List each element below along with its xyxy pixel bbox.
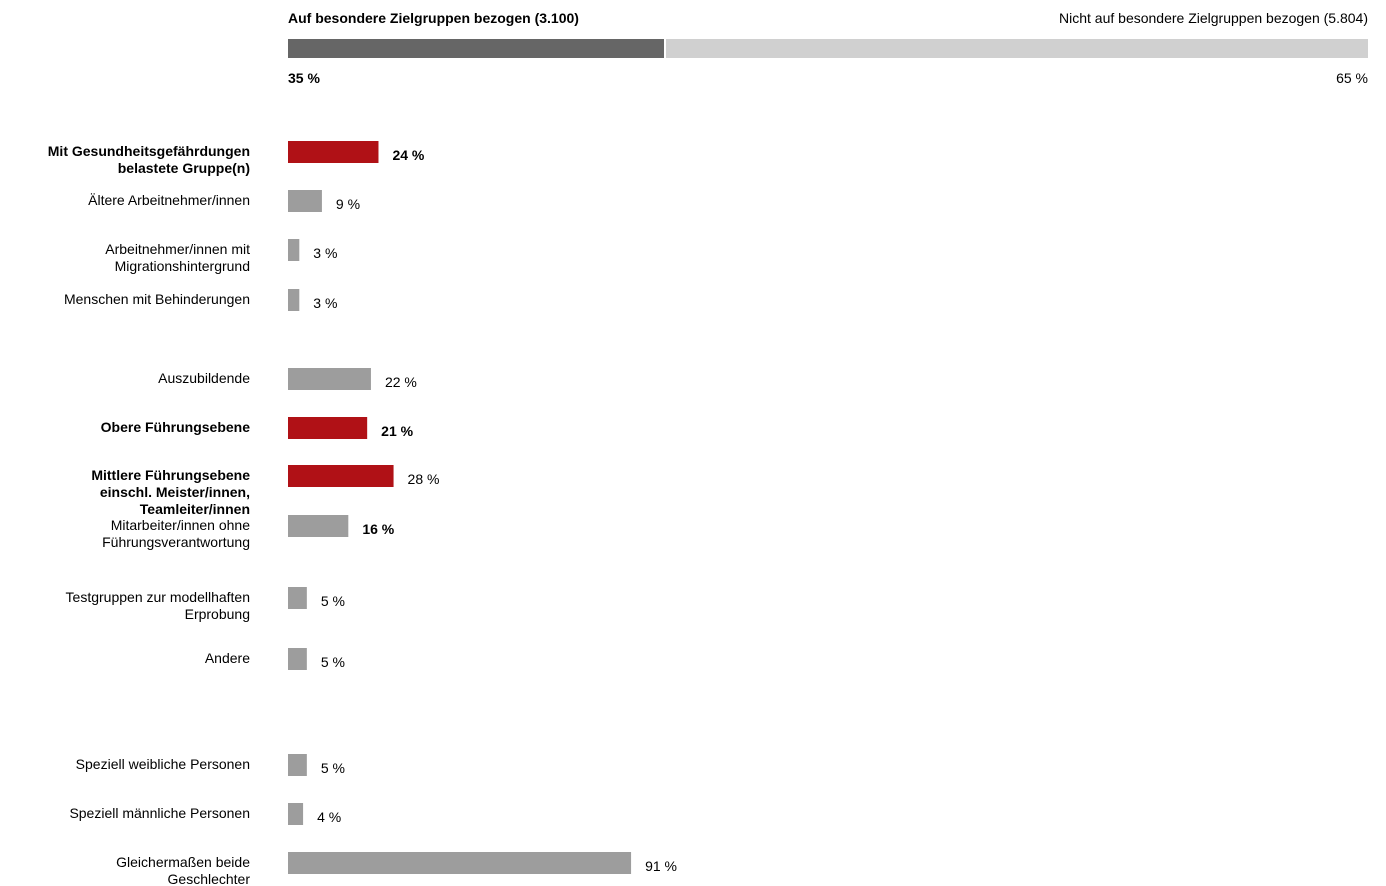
bar-label-10: Speziell weibliche Personen bbox=[76, 756, 250, 772]
bar-label-0: Mit Gesundheitsgefährdungen belastete Gru… bbox=[48, 143, 250, 176]
bar-2 bbox=[288, 239, 300, 261]
stacked-segment-1 bbox=[666, 39, 1368, 58]
bar-value-3: 3 % bbox=[313, 295, 337, 311]
bar-label-9: Andere bbox=[205, 650, 250, 666]
bar-7 bbox=[288, 515, 349, 537]
bar-value-1: 9 % bbox=[336, 196, 360, 212]
bar-value-9: 5 % bbox=[321, 654, 345, 670]
stacked-share-bar: Auf besondere Zielgruppen bezogen (3.100… bbox=[288, 10, 1368, 86]
bar-label-2: Arbeitnehmer/innen mit Migrationshintergr… bbox=[105, 241, 250, 274]
bar-value-7: 16 % bbox=[362, 521, 394, 537]
bar-label-5: Obere Führungsebene bbox=[101, 419, 251, 435]
bar-value-0: 24 % bbox=[392, 147, 424, 163]
bar-0 bbox=[288, 141, 379, 163]
bar-label-6: Mittlere Führungsebene einschl. Meister/i… bbox=[91, 467, 250, 517]
bar-9 bbox=[288, 648, 307, 670]
bar-label-1: Ältere Arbeitnehmer/innen bbox=[88, 192, 250, 208]
bar-label-12: Gleichermaßen beide Geschlechter bbox=[116, 854, 250, 886]
bar-5 bbox=[288, 417, 368, 439]
bar-label-7: Mitarbeiter/innen ohne Führungsverantwort… bbox=[102, 517, 250, 550]
stacked-value-0: 35 % bbox=[288, 70, 320, 86]
bar-4 bbox=[288, 368, 371, 390]
bar-value-6: 28 % bbox=[408, 471, 440, 487]
bar-value-11: 4 % bbox=[317, 809, 341, 825]
bar-value-5: 21 % bbox=[381, 423, 413, 439]
bar-label-3: Menschen mit Behinderungen bbox=[64, 291, 250, 307]
stacked-legend-0: Auf besondere Zielgruppen bezogen (3.100… bbox=[288, 10, 579, 26]
stacked-segment-0 bbox=[288, 39, 664, 58]
category-bars: 24 % Mit Gesundheitsgefährdungen belastete… bbox=[48, 141, 677, 886]
stacked-legend-1: Nicht auf besondere Zielgruppen bezogen … bbox=[1059, 10, 1368, 26]
bar-1 bbox=[288, 190, 322, 212]
bar-8 bbox=[288, 587, 307, 609]
bar-label-8: Testgruppen zur modellhaften Erprobung bbox=[66, 589, 250, 622]
bar-6 bbox=[288, 465, 394, 487]
bar-label-11: Speziell männliche Personen bbox=[69, 805, 250, 821]
bar-10 bbox=[288, 754, 307, 776]
bar-label-4: Auszubildende bbox=[158, 370, 250, 386]
bar-12 bbox=[288, 852, 632, 874]
bar-value-4: 22 % bbox=[385, 374, 417, 390]
bar-value-10: 5 % bbox=[321, 760, 345, 776]
bar-11 bbox=[288, 803, 304, 825]
stacked-value-1: 65 % bbox=[1336, 70, 1368, 86]
bar-value-2: 3 % bbox=[313, 245, 337, 261]
bar-value-12: 91 % bbox=[645, 858, 677, 874]
bar-3 bbox=[288, 289, 300, 311]
bar-value-8: 5 % bbox=[321, 593, 345, 609]
